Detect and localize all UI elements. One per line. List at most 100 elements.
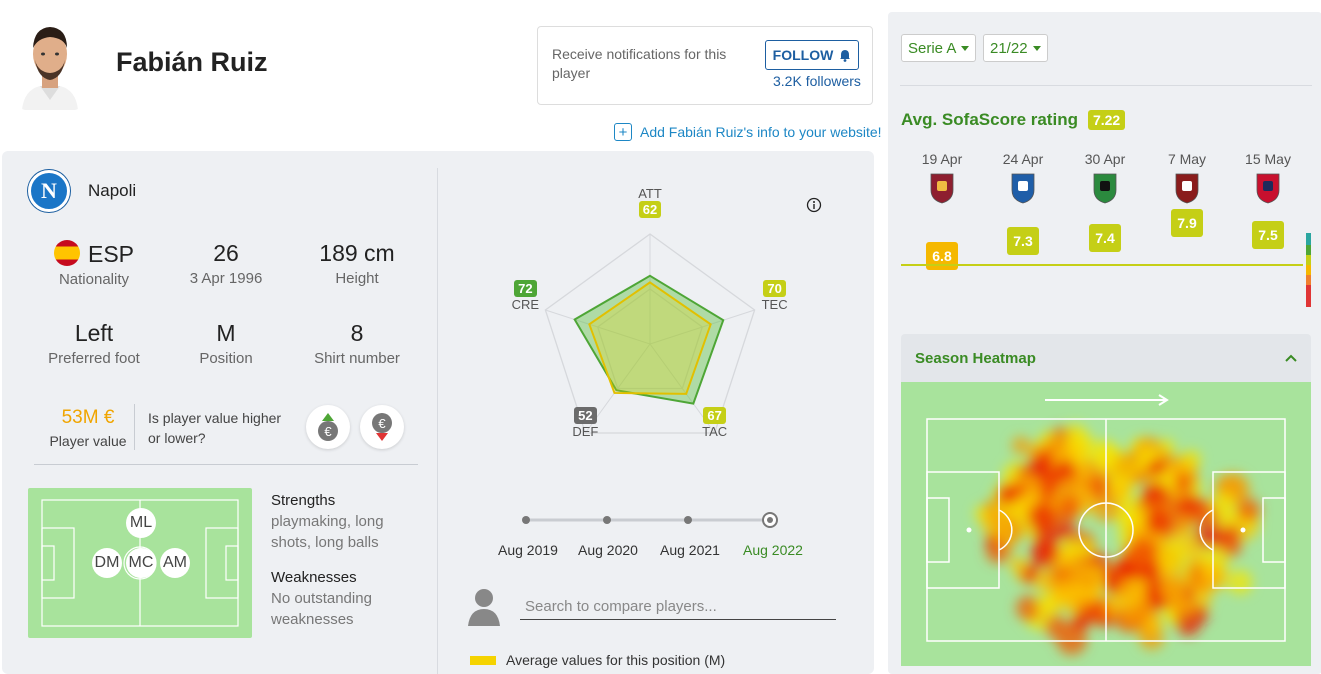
heatmap-header[interactable]: Season Heatmap: [901, 334, 1311, 382]
spain-flag-icon: [53, 240, 80, 266]
follow-button[interactable]: FOLLOW: [765, 40, 859, 70]
match-rating[interactable]: 7.9: [1171, 209, 1203, 237]
heatmap-blob: [1027, 502, 1057, 532]
rating-scale: [1306, 233, 1311, 307]
average-area: [588, 281, 712, 395]
match-rating[interactable]: 7.3: [1007, 227, 1039, 255]
radar-value: 52: [574, 406, 597, 424]
heatmap-blob: [1064, 567, 1082, 586]
radar-axis-label: DEF: [572, 423, 599, 439]
timeline-point[interactable]: [684, 516, 692, 524]
napoli-logo-icon: N: [28, 170, 70, 212]
match-date: 19 Apr: [921, 151, 963, 167]
value-question: Is player value higher or lower?: [148, 410, 282, 446]
shirt-label: Shirt number: [314, 350, 400, 367]
radar-grid: [544, 233, 756, 434]
position-mc: MC: [126, 548, 156, 578]
foot-stat: Left Preferred foot: [29, 320, 159, 367]
radar-value: 70: [763, 280, 786, 297]
timeline-point[interactable]: [522, 516, 530, 524]
vote-higher-button[interactable]: €: [306, 405, 350, 449]
heatmap-blob: [1200, 562, 1229, 591]
notification-text: Receive notifications for this player: [552, 46, 727, 81]
season-dropdown[interactable]: 21/22: [983, 34, 1048, 62]
player-name: Fabián Ruiz: [116, 47, 268, 77]
match-rating[interactable]: 7.5: [1252, 221, 1284, 249]
heatmap-blob: [1126, 543, 1153, 570]
heatmap-blob: [1056, 624, 1088, 655]
heatmap-blob: [993, 520, 1021, 549]
empoli-icon[interactable]: [1010, 172, 1036, 204]
rating-line: [901, 264, 1303, 266]
heatmap-blob: [1211, 492, 1236, 517]
club-link[interactable]: N Napoli: [28, 170, 136, 212]
radar-value: 62: [638, 201, 662, 218]
heatmap-blob: [1074, 608, 1093, 628]
compare-avatar-icon: [468, 589, 500, 626]
heatmap-blob: [1144, 506, 1173, 535]
heatmap-title: Season Heatmap: [915, 349, 1036, 367]
heatmap-blob: [1015, 595, 1042, 622]
add-info-link[interactable]: + Add Fabián Ruiz's info to your website…: [614, 123, 882, 141]
position-dm: DM: [92, 548, 122, 578]
player-value: 53M € Player value: [48, 407, 128, 449]
radar-label-def: 52 DEF: [565, 406, 605, 439]
notification-box: Receive notifications for this player FO…: [537, 26, 873, 105]
arrow-down-icon: [376, 433, 388, 441]
info-icon[interactable]: [806, 197, 822, 213]
nationality-stat: ESP Nationality: [29, 240, 159, 288]
heatmap-blob: [1012, 436, 1030, 455]
player-value-label: Player value: [49, 433, 127, 449]
avg-rating-title: Avg. SofaScore rating: [901, 110, 1078, 129]
dob-label: 3 Apr 1996: [189, 270, 263, 287]
heatmap-blob: [1116, 579, 1144, 607]
radar-axis-label: CRE: [511, 297, 540, 312]
compare-search-input[interactable]: Search to compare players...: [520, 596, 836, 620]
timeline-label-active[interactable]: Aug 2022: [743, 542, 803, 558]
radar-axis-label: ATT: [638, 186, 662, 201]
match-rating[interactable]: 7.4: [1089, 224, 1121, 252]
position-value: M: [216, 320, 236, 346]
genoa-icon[interactable]: [1255, 172, 1281, 204]
position-ml: ML: [126, 508, 156, 538]
timeline-slider[interactable]: [520, 512, 780, 528]
radar-axis-label: TAC: [702, 423, 728, 439]
timeline-label[interactable]: Aug 2021: [660, 542, 720, 558]
plus-icon: +: [614, 123, 632, 141]
timeline-point[interactable]: [603, 516, 611, 524]
season-value: 21/22: [990, 39, 1028, 57]
heatmap-blob: [1180, 449, 1201, 470]
heatmap-blob: [1175, 610, 1202, 636]
heatmap-blob: [1162, 583, 1183, 603]
radar-label-cre: 72 CRE: [505, 280, 545, 312]
heatmap-blob: [1178, 597, 1197, 616]
league-dropdown[interactable]: Serie A: [901, 34, 977, 62]
vote-lower-button[interactable]: €: [360, 405, 404, 449]
timeline-label[interactable]: Aug 2019: [498, 542, 558, 558]
height-label: Height: [335, 270, 379, 287]
arrow-up-icon: [322, 413, 334, 421]
sassuolo-icon[interactable]: [1092, 172, 1118, 204]
torino-icon[interactable]: [1174, 172, 1200, 204]
filters-divider: [900, 85, 1312, 86]
chevron-up-icon[interactable]: [1285, 354, 1297, 362]
foot-value: Left: [74, 320, 114, 346]
heatmap-canvas: [926, 394, 1286, 655]
section-divider: [34, 464, 418, 465]
heatmap-blob: [1034, 570, 1057, 593]
roma-icon[interactable]: [929, 172, 955, 204]
caret-down-icon: [961, 45, 970, 51]
euro-coin-icon: €: [318, 421, 338, 441]
bell-icon: [840, 49, 851, 62]
strengths-text: playmaking, long shots, long balls: [271, 513, 384, 551]
radar-value: 67: [703, 406, 726, 424]
add-info-label: Add Fabián Ruiz's info to your website!: [640, 124, 882, 140]
timeline-label[interactable]: Aug 2020: [578, 542, 638, 558]
radar-axis: [545, 309, 651, 345]
match-date: 15 May: [1245, 151, 1291, 167]
player-avatar: [18, 10, 82, 110]
heatmap-blob: [1058, 476, 1077, 495]
age-value: 26: [213, 240, 239, 266]
strengths-weaknesses: Strengths playmaking, long shots, long b…: [271, 490, 411, 630]
match-date: 7 May: [1167, 151, 1207, 167]
